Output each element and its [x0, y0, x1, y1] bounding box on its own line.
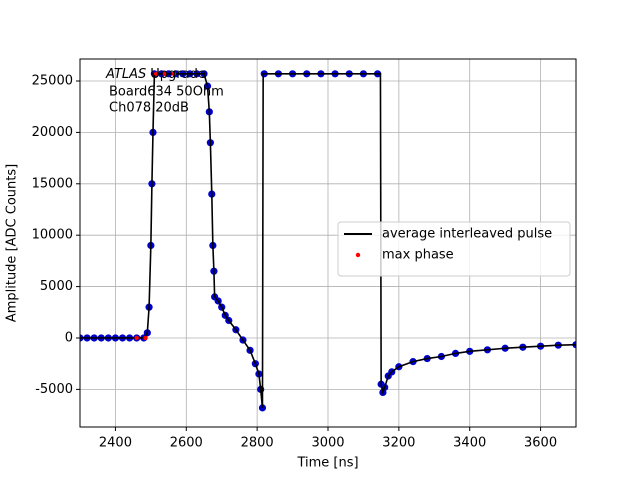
y-tick-label: 25000	[32, 73, 73, 88]
legend-label: max phase	[382, 248, 454, 263]
y-tick-label: 5000	[40, 279, 73, 294]
annotation: ATLAS Upgrade	[105, 67, 206, 82]
annotation: Board634 50Ohm	[109, 85, 224, 100]
data-point	[134, 335, 139, 341]
y-tick-label: 15000	[32, 176, 73, 191]
legend-label: average interleaved pulse	[382, 227, 552, 242]
plot-area	[80, 70, 576, 412]
annotation: Ch078 20dB	[109, 101, 189, 116]
annotation-italic: ATLAS	[105, 67, 146, 82]
y-axis-label: Amplitude [ADC Counts]	[5, 164, 20, 322]
plot-frame	[79, 58, 577, 428]
annotation-text: Upgrade	[150, 67, 206, 82]
x-tick-label: 2400	[99, 436, 132, 451]
y-tick-label: 10000	[32, 228, 73, 243]
data-point	[162, 71, 168, 77]
x-tick-label: 2600	[170, 436, 203, 451]
y-tick-label: 0	[65, 330, 73, 345]
y-tick-label: 20000	[32, 125, 73, 140]
y-tick-label: -5000	[35, 382, 73, 397]
data-line	[80, 73, 576, 408]
x-tick-label: 2800	[241, 436, 274, 451]
x-tick-label: 3600	[524, 436, 557, 451]
data-point	[153, 71, 159, 77]
x-axis-label: Time [ns]	[296, 456, 358, 471]
x-tick-label: 3000	[311, 436, 344, 451]
x-tick-label: 3400	[453, 436, 486, 451]
legend-box	[337, 221, 571, 277]
legend-swatch	[355, 252, 361, 258]
data-point	[171, 71, 177, 77]
data-point	[143, 335, 148, 341]
x-tick-label: 3200	[382, 436, 415, 451]
